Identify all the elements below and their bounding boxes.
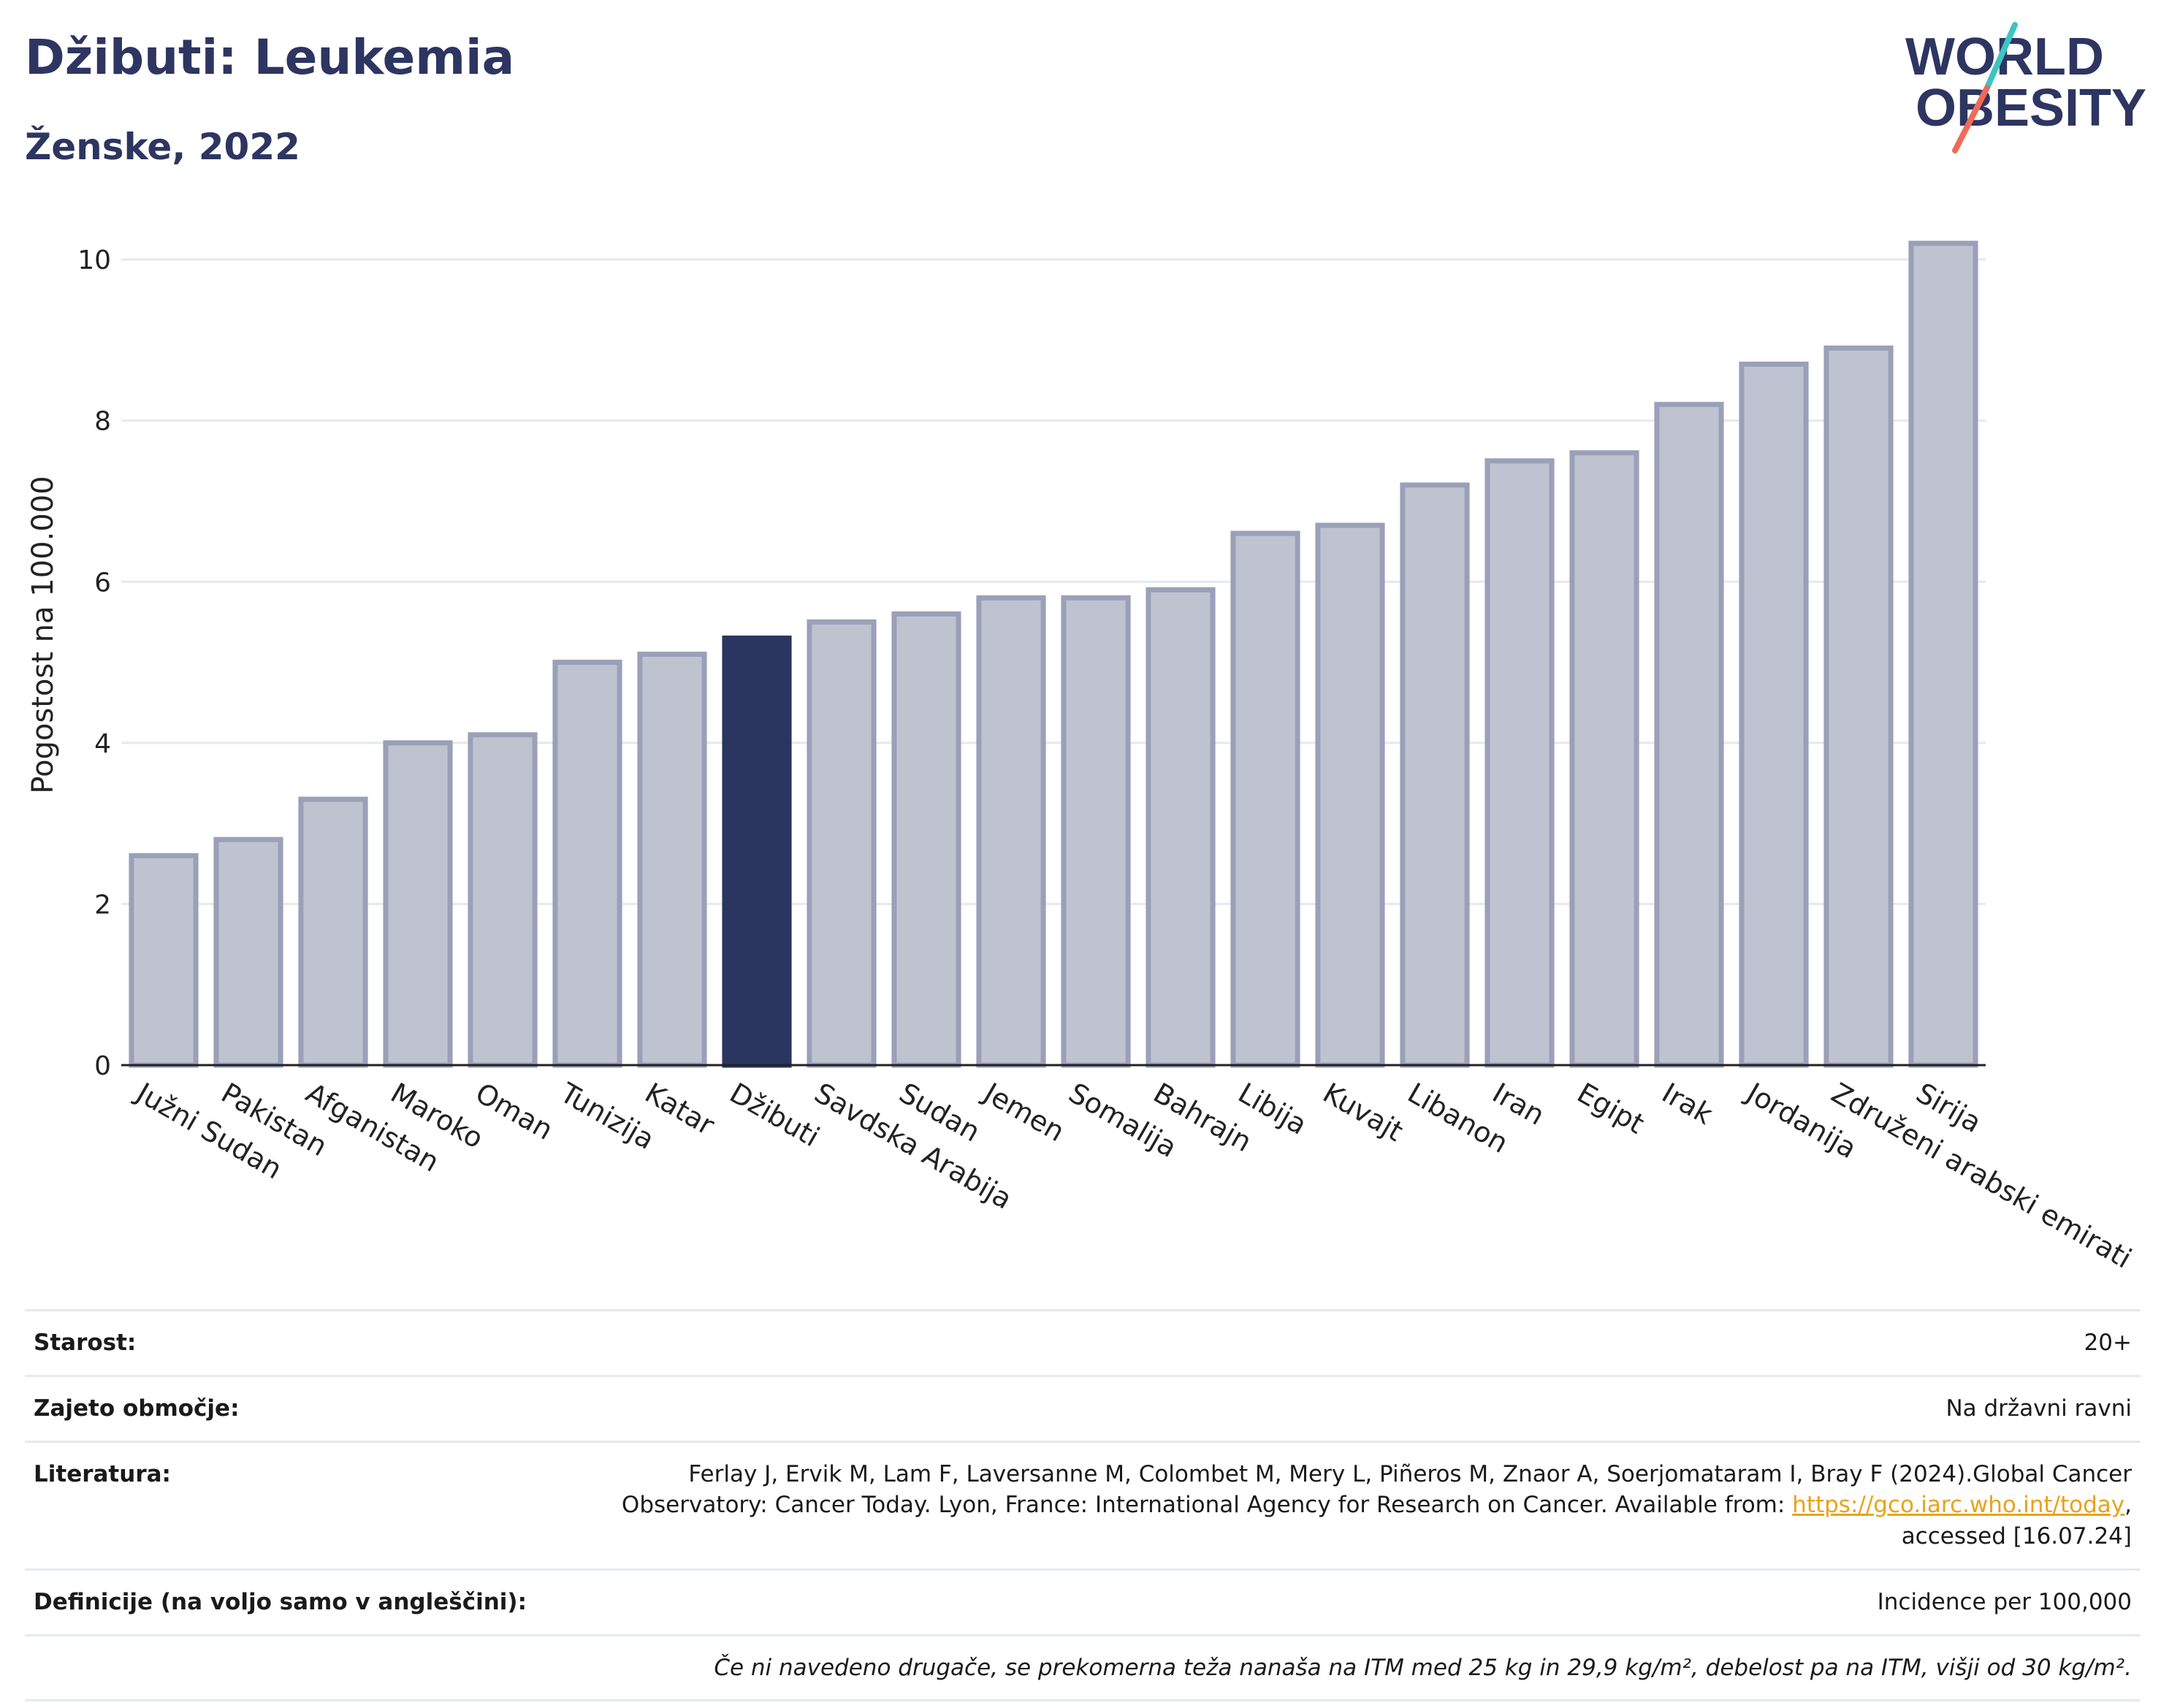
x-tick-label: Kuvajt	[1318, 1077, 1409, 1148]
info-row-coverage: Zajeto območje: Na državni ravni	[25, 1374, 2141, 1442]
y-tick-label: 0	[94, 1051, 111, 1081]
page-subtitle: Ženske, 2022	[25, 126, 300, 168]
info-row-references: Literatura: Ferlay J, Ervik M, Lam F, La…	[25, 1440, 2141, 1570]
references-value: Ferlay J, Ervik M, Lam F, Laversanne M, …	[554, 1440, 2141, 1570]
bar-egipt[interactable]	[1569, 450, 1639, 1068]
info-row-definitions: Definicije (na voljo samo v angleščini):…	[25, 1568, 2141, 1636]
footnote: Če ni navedeno drugače, se prekomerna te…	[25, 1633, 2141, 1702]
x-tick-label: Jemen	[977, 1076, 1070, 1148]
bar-jemen[interactable]	[976, 595, 1046, 1068]
info-row-footnote: Če ni navedeno drugače, se prekomerna te…	[25, 1633, 2141, 1702]
bar-jordanija[interactable]	[1739, 362, 1809, 1068]
bar-chart: 0 2 4 6 8 10 Južni SudanPakistanAfganistanMar…	[26, 240, 2137, 1275]
bar-tunizija[interactable]	[552, 660, 622, 1068]
info-table: Starost: 20+ Zajeto območje: Na državni …	[25, 1309, 2141, 1702]
bar-združeni-arabski-emirati[interactable]	[1823, 345, 1894, 1068]
bar-sudan[interactable]	[891, 611, 961, 1068]
bar-maroko[interactable]	[383, 740, 453, 1068]
bar-južni-sudan[interactable]	[129, 853, 199, 1068]
logo-line-1: WORLD	[1905, 28, 2104, 86]
definitions-label: Definicije (na voljo samo v angleščini):	[25, 1568, 554, 1636]
y-tick-label: 8	[94, 407, 111, 437]
x-tick-label: Džibuti	[725, 1077, 826, 1154]
bar-irak[interactable]	[1654, 402, 1724, 1068]
logo-slash-teal	[1984, 22, 2018, 91]
y-tick-label: 2	[94, 890, 111, 920]
bar-libija[interactable]	[1230, 530, 1300, 1068]
references-link[interactable]: https://gco.iarc.who.int/today	[1792, 1492, 2125, 1519]
bar-libanon[interactable]	[1400, 482, 1470, 1068]
x-tick-label: Egipt	[1572, 1077, 1650, 1140]
coverage-label: Zajeto območje:	[25, 1374, 554, 1442]
bar-oman[interactable]	[468, 732, 538, 1068]
bar-iran[interactable]	[1485, 458, 1555, 1068]
logo-slash-coral	[1952, 85, 1990, 153]
bar-savdska-arabija[interactable]	[807, 619, 877, 1068]
bar-somalija[interactable]	[1061, 595, 1131, 1068]
bar-bahrajn[interactable]	[1146, 587, 1216, 1068]
x-tick-label: Irak	[1657, 1077, 1718, 1131]
y-tick-label: 6	[94, 568, 111, 598]
bars	[129, 240, 1978, 1068]
x-tick-label: Združeni arabski emirati	[1826, 1077, 2138, 1275]
logo-line-2: OBESITY	[1916, 79, 2146, 137]
references-text-1: Ferlay J, Ervik M, Lam F, Laversanne M, …	[621, 1460, 2132, 1519]
references-label: Literatura:	[25, 1440, 554, 1570]
bar-sirija[interactable]	[1908, 240, 1978, 1068]
y-axis-ticks: 0 2 4 6 8 10	[77, 245, 111, 1081]
page-title: Džibuti: Leukemia	[25, 29, 515, 85]
bar-kuvajt[interactable]	[1315, 522, 1385, 1068]
coverage-value: Na državni ravni	[554, 1374, 2141, 1442]
bar-afganistan[interactable]	[298, 796, 368, 1068]
bar-pakistan[interactable]	[213, 836, 283, 1068]
bar-džibuti[interactable]	[722, 635, 792, 1068]
age-value: 20+	[554, 1309, 2141, 1376]
definitions-value: Incidence per 100,000	[554, 1568, 2141, 1636]
age-label: Starost:	[25, 1309, 554, 1376]
references-text-2: , accessed [16.07.24]	[1901, 1492, 2132, 1550]
y-axis-title: Pogostost na 100.000	[26, 476, 60, 793]
y-tick-label: 10	[77, 245, 111, 275]
world-obesity-logo: WORLD OBESITY	[1905, 22, 2146, 153]
y-tick-label: 4	[94, 729, 111, 759]
x-axis-ticks: Južni SudanPakistanAfganistanMarokoOmanT…	[130, 1076, 2137, 1275]
bar-katar[interactable]	[637, 652, 707, 1068]
x-tick-label: Tunizija	[554, 1076, 660, 1156]
info-row-age: Starost: 20+	[25, 1309, 2141, 1376]
